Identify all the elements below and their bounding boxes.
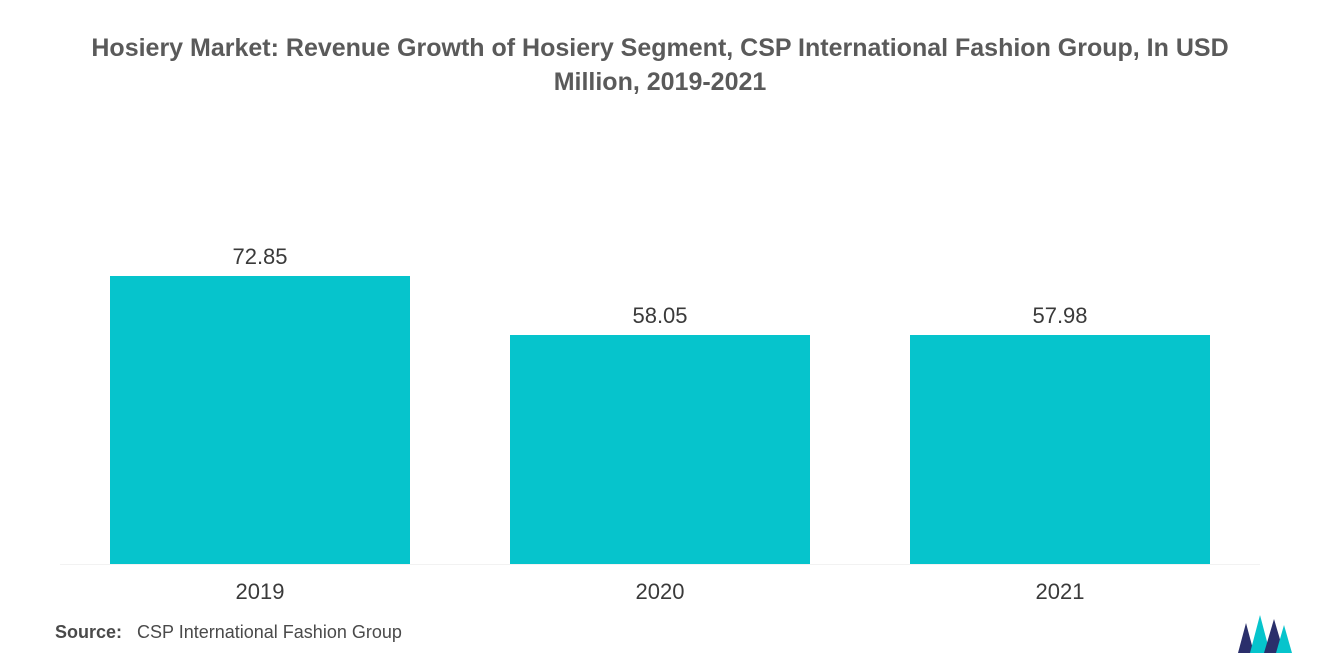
chart-container: Hosiery Market: Revenue Growth of Hosier… — [0, 0, 1320, 665]
bar — [510, 335, 810, 564]
bar-value-label: 72.85 — [232, 244, 287, 270]
brand-logo-icon — [1238, 613, 1292, 653]
x-axis-label: 2021 — [910, 565, 1210, 605]
source-line: Source: CSP International Fashion Group — [55, 622, 402, 643]
source-label: Source: — [55, 622, 122, 642]
chart-title: Hosiery Market: Revenue Growth of Hosier… — [0, 0, 1320, 100]
bar-group: 72.85 — [110, 170, 410, 564]
bar-value-label: 57.98 — [1032, 303, 1087, 329]
source-text: CSP International Fashion Group — [137, 622, 402, 642]
bar-group: 58.05 — [510, 170, 810, 564]
bar-group: 57.98 — [910, 170, 1210, 564]
chart-plot-area: 72.85 58.05 57.98 — [60, 170, 1260, 565]
bar — [110, 276, 410, 564]
bar-value-label: 58.05 — [632, 303, 687, 329]
x-axis-labels: 2019 2020 2021 — [60, 565, 1260, 605]
x-axis-label: 2020 — [510, 565, 810, 605]
x-axis-label: 2019 — [110, 565, 410, 605]
bar — [910, 335, 1210, 564]
